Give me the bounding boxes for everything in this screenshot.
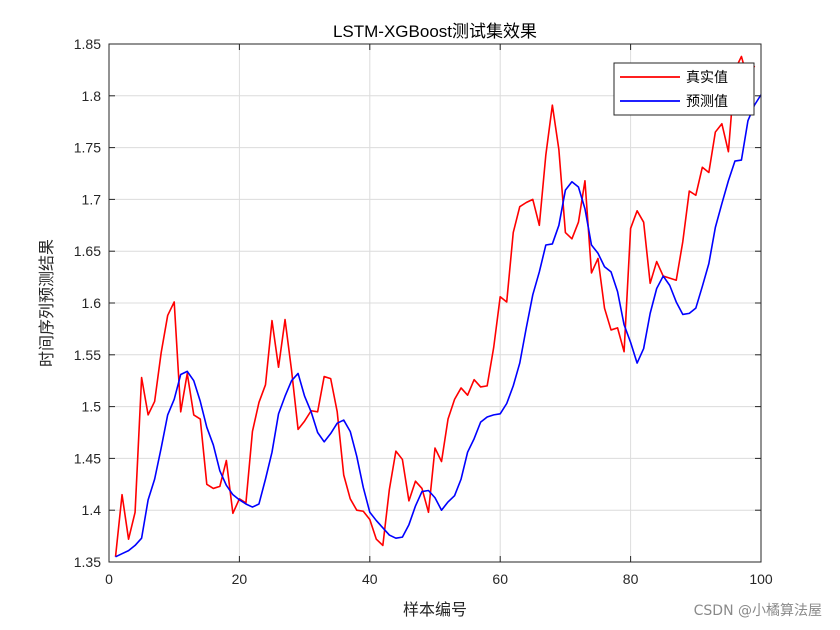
x-tick-label: 40	[362, 571, 378, 587]
x-tick-label: 20	[232, 571, 248, 587]
chart-title: LSTM-XGBoost测试集效果	[333, 22, 537, 41]
y-tick-label: 1.65	[74, 243, 101, 259]
x-tick-label: 80	[623, 571, 639, 587]
watermark: CSDN @小橘算法屋	[693, 603, 822, 619]
y-tick-label: 1.45	[74, 450, 101, 466]
y-tick-label: 1.5	[82, 399, 102, 415]
y-tick-label: 1.55	[74, 347, 101, 363]
legend-label-true: 真实值	[686, 70, 728, 86]
axis-ticks: 0 20 40 60 80 100 1.35 1.4 1.45 1.5 1.55 1.6 1.65 1.7…	[74, 36, 773, 587]
y-tick-label: 1.35	[74, 554, 101, 570]
series-layer	[114, 55, 762, 558]
legend-label-pred: 预测值	[686, 94, 728, 110]
y-tick-label: 1.85	[74, 36, 101, 52]
grid-lines	[109, 44, 761, 562]
x-axis-label: 样本编号	[403, 600, 467, 619]
y-tick-label: 1.8	[82, 88, 102, 104]
x-tick-label: 60	[492, 571, 508, 587]
y-tick-label: 1.75	[74, 140, 101, 156]
series-line-true	[114, 55, 756, 557]
y-tick-label: 1.7	[82, 191, 102, 207]
x-tick-label: 0	[105, 571, 113, 587]
series-line-pred	[115, 94, 762, 558]
x-tick-label: 100	[749, 571, 773, 587]
y-tick-label: 1.6	[82, 295, 102, 311]
y-tick-label: 1.4	[82, 502, 102, 518]
y-axis-label: 时间序列预测结果	[37, 239, 56, 367]
legend-box	[613, 62, 755, 116]
legend: 真实值 预测值	[613, 62, 755, 116]
